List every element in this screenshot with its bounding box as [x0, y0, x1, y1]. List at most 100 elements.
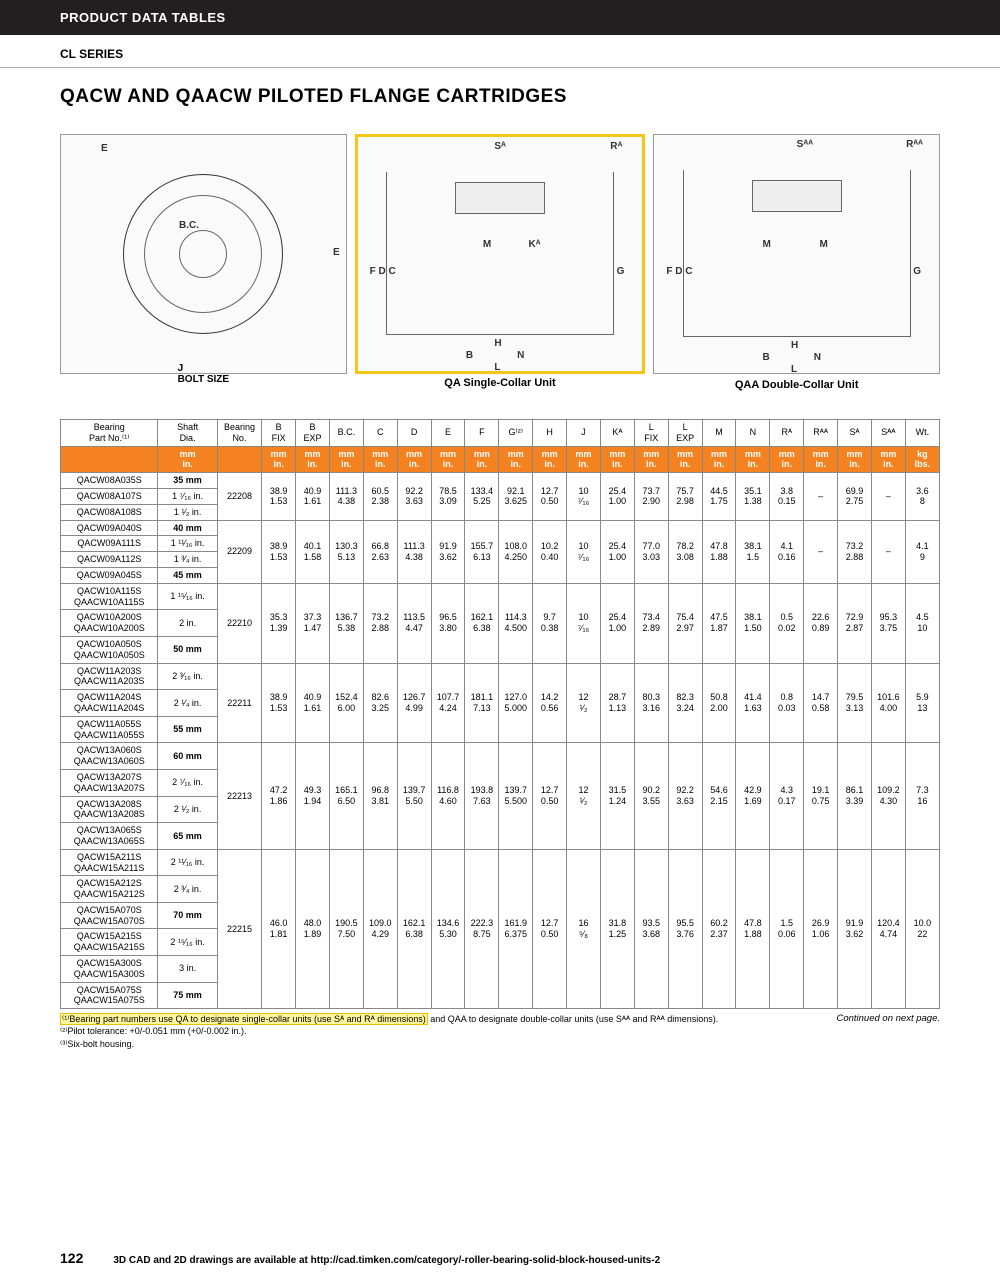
dim-cell: 14.70.58 — [804, 663, 838, 743]
page-footer: 122 3D CAD and 2D drawings are available… — [60, 1250, 940, 1266]
dim-cell: 92.23.63 — [397, 473, 431, 520]
dim-cell: 47.81.88 — [702, 520, 736, 583]
unit-header: mmin. — [871, 446, 905, 473]
dim-cell: 82.63.25 — [363, 663, 397, 743]
table-row: QACW13A060SQAACW13A060S60 mm2221347.21.8… — [61, 743, 940, 770]
shaft-dia-cell: 50 mm — [158, 636, 217, 663]
dim-cell: 126.74.99 — [397, 663, 431, 743]
col-header: BEXP — [296, 420, 330, 447]
col-header: M — [702, 420, 736, 447]
page-title: QACW AND QAACW PILOTED FLANGE CARTRIDGES — [0, 68, 1000, 116]
dim-cell: 190.57.50 — [329, 849, 363, 1009]
diagram-2-label: QA Single-Collar Unit — [358, 377, 643, 389]
dim-cell: 113.54.47 — [397, 583, 431, 663]
dim-cell: 108.04.250 — [499, 520, 533, 583]
shaft-dia-cell: 1 ¹⁄₂ in. — [158, 504, 217, 520]
dim-cell: 47.81.88 — [736, 849, 770, 1009]
part-number-cell: QACW15A212SQAACW15A212S — [61, 876, 158, 903]
dim-cell: 10⁷⁄₁₆ — [567, 473, 601, 520]
shaft-dia-cell: 2 ¹¹⁄₁₆ in. — [158, 849, 217, 876]
shaft-dia-cell: 35 mm — [158, 473, 217, 489]
dim-cell: 10⁷⁄₁₆ — [567, 583, 601, 663]
dim-cell: 79.53.13 — [838, 663, 872, 743]
col-header: LEXP — [668, 420, 702, 447]
dim-cell: 78.23.08 — [668, 520, 702, 583]
dim-cell: 91.93.62 — [838, 849, 872, 1009]
part-number-cell: QACW09A112S — [61, 552, 158, 568]
dim-cell: 4.10.16 — [770, 520, 804, 583]
col-header: G⁽²⁾ — [499, 420, 533, 447]
part-number-cell: QACW15A215SQAACW15A215S — [61, 929, 158, 956]
bearing-no-cell: 22209 — [217, 520, 261, 583]
dim-cell: 49.31.94 — [296, 743, 330, 849]
header-text: PRODUCT DATA TABLES — [60, 10, 226, 25]
dim-cell: 38.11.50 — [736, 583, 770, 663]
dim-cell: 38.91.53 — [262, 520, 296, 583]
dim-cell: 139.75.50 — [397, 743, 431, 849]
dim-cell: 19.10.75 — [804, 743, 838, 849]
dim-cell: 12.70.50 — [533, 849, 567, 1009]
part-number-cell: QACW13A060SQAACW13A060S — [61, 743, 158, 770]
dim-cell: 47.51.87 — [702, 583, 736, 663]
part-number-cell: QACW09A045S — [61, 567, 158, 583]
part-number-cell: QACW15A211SQAACW15A211S — [61, 849, 158, 876]
dim-cell: 95.33.75 — [871, 583, 905, 663]
col-header: D — [397, 420, 431, 447]
dim-cell: 162.16.38 — [397, 849, 431, 1009]
unit-header: mmin. — [567, 446, 601, 473]
dim-cell: 92.23.63 — [668, 743, 702, 849]
part-number-cell: QACW15A070SQAACW15A070S — [61, 902, 158, 929]
shaft-dia-cell: 75 mm — [158, 982, 217, 1009]
col-header: E — [431, 420, 465, 447]
dim-cell: 38.11.5 — [736, 520, 770, 583]
bolt-size-label: JBOLT SIZE — [178, 363, 229, 385]
col-header: N — [736, 420, 770, 447]
dim-cell: 42.91.69 — [736, 743, 770, 849]
dim-cell: 86.13.39 — [838, 743, 872, 849]
dim-cell: – — [871, 520, 905, 583]
page-number: 122 — [60, 1250, 83, 1266]
diagram-3-label: QAA Double-Collar Unit — [654, 379, 939, 391]
dim-cell: 22.60.89 — [804, 583, 838, 663]
unit-header: mmin. — [736, 446, 770, 473]
side-section-icon — [386, 172, 614, 336]
bearing-no-cell: 22208 — [217, 473, 261, 520]
dim-cell: 31.51.24 — [600, 743, 634, 849]
dim-cell: 38.91.53 — [262, 473, 296, 520]
dim-cell: 73.72.90 — [634, 473, 668, 520]
shaft-dia-cell: 70 mm — [158, 902, 217, 929]
unit-header: mmin. — [158, 446, 217, 473]
col-header: Sᴬ — [838, 420, 872, 447]
dim-cell: 4.30.17 — [770, 743, 804, 849]
dim-cell: 73.22.88 — [363, 583, 397, 663]
shaft-dia-cell: 1 ³⁄₄ in. — [158, 552, 217, 568]
col-header: ShaftDia. — [158, 420, 217, 447]
col-header: Rᴬ — [770, 420, 804, 447]
unit-header: mmin. — [329, 446, 363, 473]
continued-note: Continued on next page. — [836, 1013, 940, 1026]
shaft-dia-cell: 3 in. — [158, 956, 217, 983]
col-header: J — [567, 420, 601, 447]
dim-cell: 80.33.16 — [634, 663, 668, 743]
dim-cell: 116.84.60 — [431, 743, 465, 849]
dim-cell: 222.38.75 — [465, 849, 499, 1009]
shaft-dia-cell: 55 mm — [158, 716, 217, 743]
dim-cell: 127.05.000 — [499, 663, 533, 743]
dim-cell: 95.53.76 — [668, 849, 702, 1009]
unit-header: mmin. — [634, 446, 668, 473]
shaft-dia-cell: 2 in. — [158, 610, 217, 637]
dim-cell: 44.51.75 — [702, 473, 736, 520]
unit-header: mmin. — [431, 446, 465, 473]
dim-cell: 1.50.06 — [770, 849, 804, 1009]
col-header: Rᴬᴬ — [804, 420, 838, 447]
dim-cell: 50.82.00 — [702, 663, 736, 743]
footnote-3: ⁽³⁾Six-bolt housing. — [60, 1038, 940, 1050]
col-header: H — [533, 420, 567, 447]
dim-cell: 139.75.500 — [499, 743, 533, 849]
shaft-dia-cell: 2 ³⁄₁₆ in. — [158, 663, 217, 690]
dim-cell: 101.64.00 — [871, 663, 905, 743]
dim-cell: 181.17.13 — [465, 663, 499, 743]
subheader: CL SERIES — [0, 35, 1000, 68]
subheader-text: CL SERIES — [60, 47, 123, 61]
dim-cell: 40.91.61 — [296, 663, 330, 743]
